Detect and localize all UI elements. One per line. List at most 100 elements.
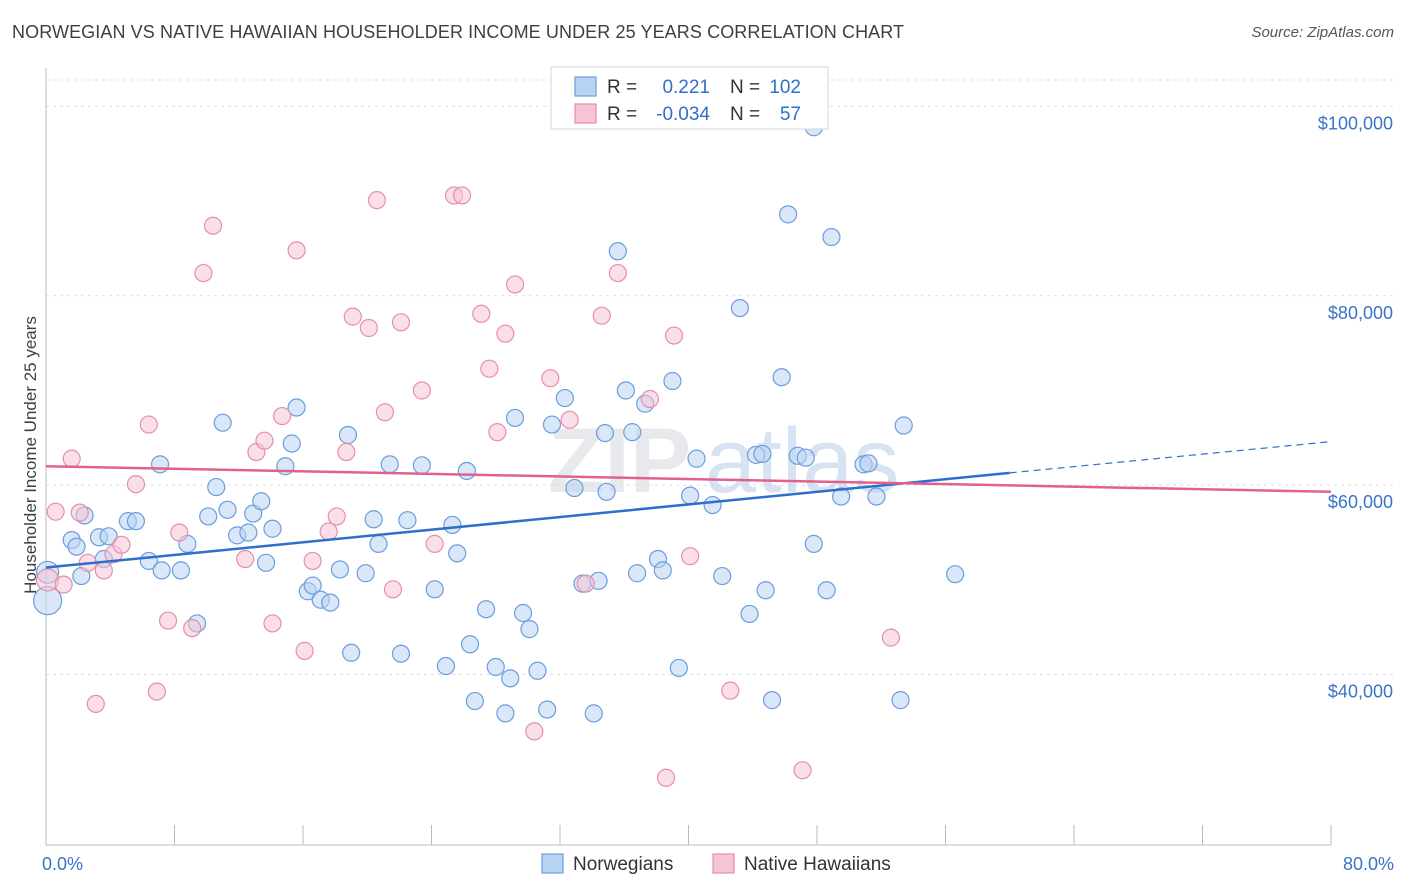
norwegians-point-89 [796, 448, 815, 467]
norwegians-point-19 [213, 413, 232, 432]
norwegians-point-56 [520, 620, 539, 639]
correlation-legend: R = 0.221 N = 102 R = -0.034 N = 57 [550, 66, 829, 130]
norwegians-point-58 [538, 700, 557, 719]
legend-n-value-1: 102 [769, 77, 801, 98]
legend-r-value-2: -0.034 [656, 104, 710, 125]
norwegians-point-65 [595, 423, 615, 443]
norwegians-point-46 [443, 515, 462, 535]
norwegians-point-3 [67, 537, 86, 556]
norwegians-point-39 [369, 534, 388, 553]
norwegians-point-31 [303, 576, 322, 595]
x-tick-label-0: 0.0% [42, 854, 83, 874]
hawaiian-point-50 [640, 389, 660, 409]
norwegians-point-91 [817, 581, 836, 600]
source-label: Source: ZipAtlas.com [1251, 24, 1394, 41]
hawaiian-point-15 [183, 619, 202, 638]
norwegians-point-29 [287, 398, 306, 417]
legend-box [550, 66, 829, 130]
legend-n-label-2: N = [730, 104, 760, 125]
legend-r-label-2: R = [607, 104, 637, 125]
hawaiian-point-16 [194, 263, 213, 283]
axes [45, 68, 1332, 846]
norwegians-point-24 [252, 492, 271, 511]
norwegians-point-63 [584, 704, 603, 723]
norwegians-point-90 [804, 534, 823, 553]
y-axis-label: Householder Income Under 25 years [21, 316, 40, 594]
hawaiian-point-17 [203, 216, 223, 235]
hawaiian-point-27 [327, 507, 346, 526]
legend-r-value-1: 0.221 [662, 77, 710, 98]
norwegians-point-40 [380, 455, 399, 474]
norwegians-point-74 [663, 371, 682, 391]
legend-swatch-norwegians [574, 76, 597, 97]
hawaiian-point-26 [319, 522, 338, 541]
hawaiian-point-39 [472, 304, 491, 323]
norwegians-point-86 [772, 368, 791, 387]
hawaiian-point-48 [592, 306, 611, 325]
legend-n-value-2: 57 [780, 104, 801, 125]
norwegians-point-34 [330, 560, 350, 579]
series-legend: Norwegians Native Hawaiians [541, 853, 891, 875]
hawaiian-point-18 [236, 549, 255, 569]
hawaiian-point-6 [86, 694, 105, 714]
bottom-legend-hawaiians: Native Hawaiians [744, 854, 891, 875]
norwegians-point-33 [321, 593, 340, 612]
hawaiian-point-9 [112, 535, 131, 554]
hawaiian-point-54 [721, 681, 740, 700]
norwegians-point-92 [822, 227, 841, 247]
hawaiian-point-1 [46, 502, 65, 521]
hawaiian-point-44 [525, 722, 544, 741]
norwegians-point-77 [687, 449, 706, 468]
hawaiian-point-22 [273, 406, 292, 426]
hawaiian-point-43 [505, 275, 525, 294]
hawaiian-point-49 [608, 263, 627, 283]
norwegians-point-67 [608, 242, 627, 261]
hawaiian-point-56 [881, 628, 900, 647]
norwegians-point-42 [398, 511, 417, 530]
norwegians-trend-extension [1009, 441, 1332, 474]
norwegians-point-47 [448, 544, 467, 563]
hawaiian-point-30 [359, 318, 378, 338]
norwegians-point-38 [364, 510, 383, 529]
hawaiian-point-33 [383, 580, 403, 599]
grid-lines [46, 79, 1393, 676]
norwegians-point-50 [477, 600, 496, 619]
norwegians-point-43 [412, 456, 431, 475]
hawaiian-point-25 [303, 551, 322, 571]
norwegians-point-10 [126, 512, 146, 531]
norwegians-point-18 [207, 477, 226, 497]
norwegians-point-60 [555, 388, 574, 408]
norwegians-point-35 [338, 425, 358, 445]
hawaiian-point-10 [126, 475, 146, 494]
norwegians-point-55 [513, 603, 533, 623]
hawaiian-point-51 [656, 768, 676, 787]
norwegians-point-78 [703, 495, 722, 515]
norwegians-point-37 [356, 564, 375, 583]
y-tick-labels: $40,000 $60,000 $80,000 $100,000 [1318, 113, 1393, 701]
y-tick-label-3: $100,000 [1318, 113, 1393, 133]
norwegians-point-20 [218, 500, 237, 519]
y-tick-label-0: $40,000 [1328, 682, 1393, 702]
hawaiian-point-14 [170, 523, 189, 542]
norwegians-point-80 [730, 299, 750, 318]
hawaiian-point-23 [287, 241, 306, 260]
hawaiian-point-20 [255, 431, 274, 450]
norwegians-point-68 [616, 381, 635, 400]
hawaiian-point-21 [263, 614, 282, 633]
legend-r-label-1: R = [607, 77, 637, 98]
norwegians-point-61 [565, 478, 584, 498]
hawaiian-point-53 [681, 547, 700, 566]
norwegians-point-83 [753, 444, 772, 464]
hawaiian-point-32 [375, 403, 395, 422]
legend-swatch-hawaiians [574, 103, 597, 124]
hawaiian-point-42 [496, 324, 515, 343]
norwegians-point-8 [99, 527, 118, 546]
norwegians-point-96 [867, 487, 886, 506]
trend-lines [45, 441, 1332, 569]
hawaiian-point-29 [343, 307, 362, 326]
hawaiian-point-31 [367, 191, 386, 210]
y-tick-label-1: $60,000 [1328, 492, 1393, 512]
norwegians-point-75 [669, 658, 688, 678]
norwegians-point-36 [342, 643, 361, 662]
